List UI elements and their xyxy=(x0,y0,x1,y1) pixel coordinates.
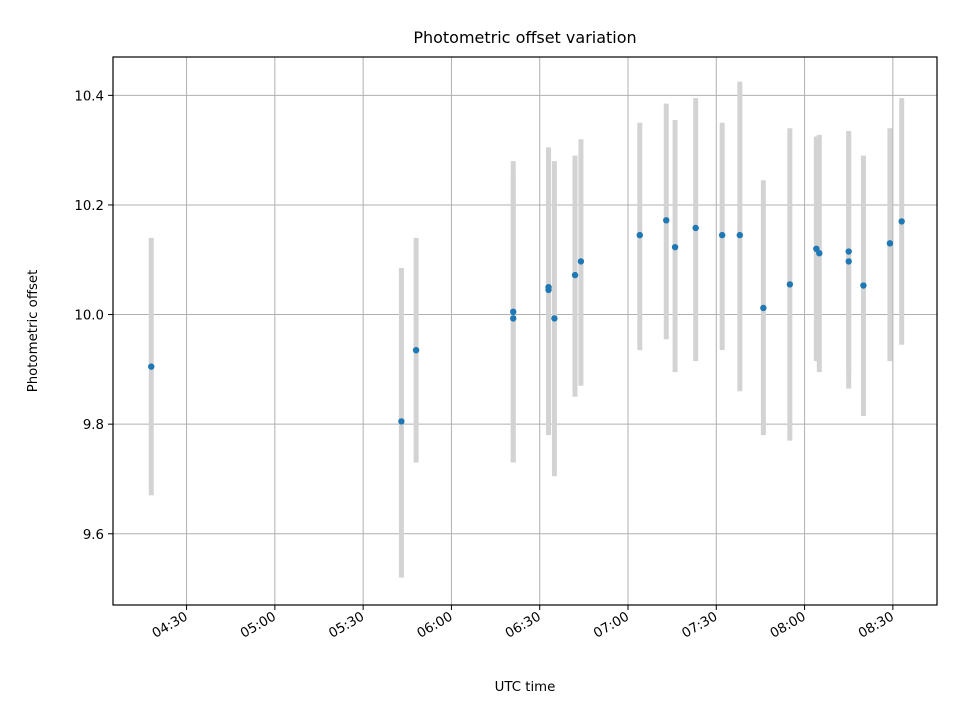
data-point xyxy=(636,231,643,239)
data-point xyxy=(845,248,852,255)
data-point xyxy=(718,231,726,239)
y-tick-label: 10.2 xyxy=(74,199,104,214)
data-point xyxy=(551,315,558,322)
data-point xyxy=(577,258,585,265)
y-tick-label: 9.6 xyxy=(83,528,104,543)
chart-title: Photometric offset variation xyxy=(413,28,636,47)
grid-layer xyxy=(113,57,937,605)
data-point xyxy=(736,231,744,239)
y-tick-label: 10.0 xyxy=(74,309,104,324)
data-point xyxy=(860,282,867,289)
data-point xyxy=(148,363,155,370)
data-point xyxy=(510,308,517,316)
y-tick-label: 9.8 xyxy=(83,418,104,433)
data-point xyxy=(398,418,405,425)
plot-frame xyxy=(112,56,938,606)
data-point xyxy=(571,271,579,279)
data-point xyxy=(663,217,670,224)
point-layer xyxy=(148,217,905,425)
data-point xyxy=(786,281,794,288)
y-axis-label: Photometric offset xyxy=(26,270,41,393)
data-point xyxy=(898,218,905,225)
data-point xyxy=(671,243,679,251)
x-axis-label: UTC time xyxy=(495,680,556,695)
data-point xyxy=(760,304,767,312)
data-point xyxy=(886,240,894,247)
data-point xyxy=(545,283,552,291)
data-point xyxy=(412,346,420,354)
y-tick-label: 10.4 xyxy=(74,89,104,104)
data-point xyxy=(510,315,517,322)
data-point xyxy=(845,258,852,265)
data-point xyxy=(692,224,699,232)
data-point xyxy=(816,249,823,257)
